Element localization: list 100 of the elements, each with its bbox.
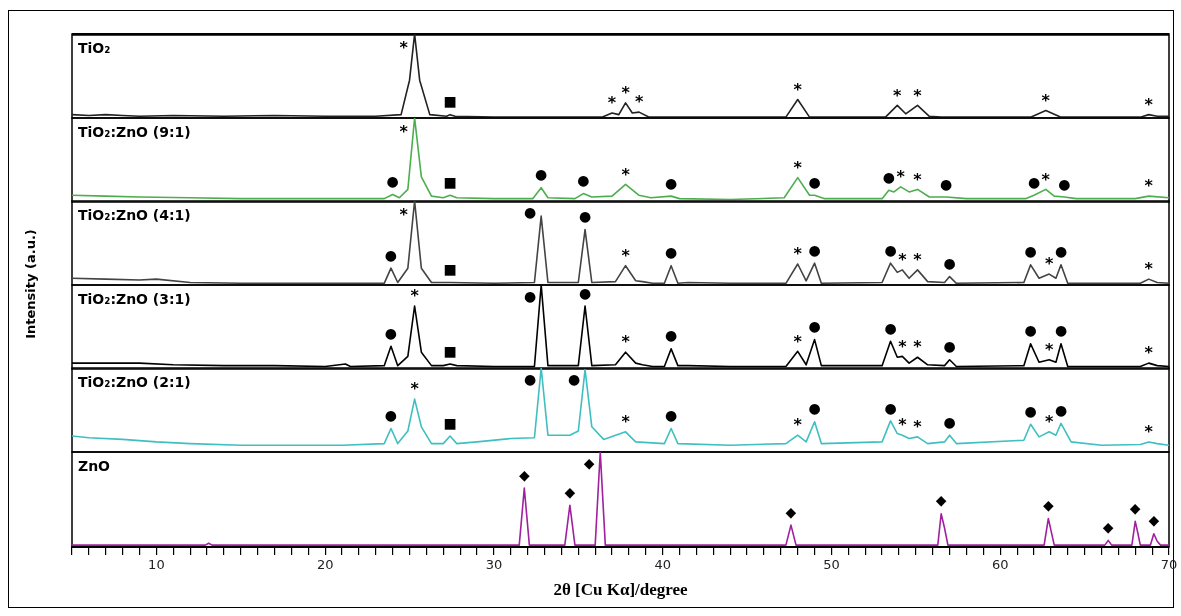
- annotation: ●: [665, 407, 678, 424]
- annotation: ●: [665, 174, 678, 191]
- annotation: *: [896, 166, 906, 186]
- annotation: ●: [808, 317, 821, 334]
- annotation: ●: [524, 287, 537, 304]
- chart-title: ZnO: [78, 457, 111, 474]
- annotation: ●: [386, 172, 399, 189]
- y-axis-title: Intensity (a.u.): [22, 229, 38, 339]
- annotation: ●: [535, 165, 548, 182]
- annotation: *: [621, 83, 631, 103]
- annotation: ●: [524, 203, 537, 220]
- annotation: ■: [443, 414, 457, 431]
- annotation: ●: [1054, 321, 1068, 338]
- annotation: ■: [443, 173, 457, 190]
- annotation: ●: [943, 255, 956, 272]
- annotation: ◆: [1042, 496, 1054, 513]
- annotation: *: [621, 331, 631, 351]
- annotation: *: [399, 38, 409, 58]
- annotation: ●: [808, 241, 821, 258]
- annotation: *: [898, 336, 908, 356]
- annotation: ●: [384, 407, 398, 424]
- chart-title: TiO₂:ZnO (3:1): [78, 290, 191, 307]
- x-tick-label: 20: [316, 556, 334, 572]
- chart-title: TiO₂:ZnO (9:1): [78, 123, 191, 140]
- annotation: ●: [808, 173, 821, 190]
- annotation: ●: [1058, 175, 1071, 192]
- chart-title: TiO₂: [78, 39, 111, 56]
- annotation: *: [1041, 169, 1051, 189]
- annotation: ●: [1027, 173, 1041, 190]
- x-tick-label: 30: [485, 556, 503, 572]
- annotation: ●: [884, 319, 897, 336]
- annotation: *: [410, 379, 420, 399]
- annotation: *: [913, 417, 923, 437]
- annotation: ●: [384, 246, 398, 263]
- annotation: ●: [882, 168, 895, 185]
- annotation: ●: [940, 175, 953, 192]
- annotation: *: [621, 412, 631, 431]
- annotation: *: [793, 331, 803, 351]
- annotation: ◆: [518, 466, 530, 483]
- annotation: *: [793, 415, 803, 435]
- annotation: ●: [665, 244, 678, 261]
- annotation: ●: [384, 324, 398, 341]
- annotation: *: [399, 205, 409, 225]
- annotation: *: [1144, 342, 1154, 362]
- annotation: ●: [884, 241, 897, 258]
- annotation: *: [1044, 339, 1054, 359]
- annotation: ■: [443, 261, 457, 278]
- annotation: ◆: [1102, 518, 1114, 535]
- annotation: *: [1044, 254, 1054, 274]
- annotation: *: [1144, 175, 1154, 195]
- x-tick-label: 50: [823, 556, 840, 572]
- annotation: *: [793, 157, 803, 177]
- annotation: ●: [524, 370, 537, 387]
- annotation: ◆: [583, 454, 595, 471]
- annotation: *: [1144, 94, 1154, 114]
- annotation: ●: [1054, 402, 1068, 419]
- annotation: *: [793, 244, 803, 264]
- annotation: *: [1044, 412, 1054, 431]
- annotation: *: [913, 85, 923, 105]
- annotation: ●: [1054, 243, 1068, 260]
- annotation: *: [898, 250, 908, 270]
- annotation: *: [1144, 422, 1154, 442]
- annotation: *: [913, 250, 923, 270]
- annotation: ●: [578, 208, 592, 225]
- annotation: ●: [943, 337, 956, 354]
- annotation: *: [913, 336, 923, 356]
- chart-title: TiO₂:ZnO (4:1): [78, 206, 191, 223]
- x-axis-title: 2θ [Cu Kα]/degree: [553, 579, 689, 599]
- annotation: ■: [443, 342, 457, 359]
- annotation: ■: [443, 93, 457, 110]
- annotation: *: [913, 169, 923, 189]
- annotation: *: [1041, 90, 1051, 110]
- annotation: *: [410, 285, 420, 305]
- x-tick-label: 40: [654, 556, 671, 572]
- annotation: *: [607, 93, 617, 113]
- chart-title: TiO₂:ZnO (2:1): [78, 373, 191, 390]
- x-tick-label: 10: [148, 556, 165, 572]
- annotation: *: [399, 121, 409, 141]
- annotation: ●: [1024, 243, 1037, 260]
- annotation: ●: [577, 171, 590, 188]
- annotation: ◆: [1148, 511, 1160, 528]
- annotation: *: [621, 245, 631, 265]
- annotation: *: [634, 92, 644, 112]
- annotation: *: [898, 415, 908, 435]
- annotation: ◆: [564, 483, 576, 500]
- annotation: ●: [567, 370, 581, 387]
- annotation: ●: [1024, 402, 1037, 419]
- annotation: *: [793, 79, 803, 99]
- annotation: ●: [808, 400, 821, 417]
- annotation: ●: [578, 284, 592, 301]
- annotation: ●: [884, 399, 897, 416]
- annotation: ◆: [935, 491, 947, 508]
- annotation: ●: [943, 413, 956, 430]
- annotation: ●: [1024, 321, 1037, 338]
- annotation: ◆: [785, 503, 797, 520]
- annotation: ●: [665, 326, 678, 343]
- annotation: *: [1144, 259, 1154, 279]
- annotation: *: [621, 164, 631, 184]
- annotation: ◆: [1129, 499, 1141, 516]
- x-tick-label: 60: [991, 556, 1009, 572]
